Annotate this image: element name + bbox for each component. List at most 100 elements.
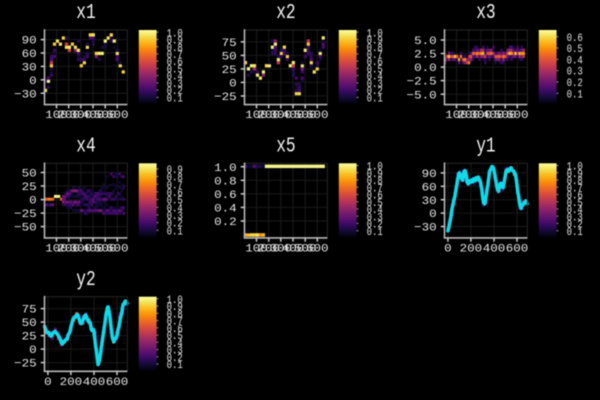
svg-text:0: 0 [444,242,452,255]
svg-text:200: 200 [57,242,80,255]
svg-text:0.8: 0.8 [367,175,383,188]
svg-text:0.7: 0.7 [167,316,183,329]
svg-text:0.8: 0.8 [567,175,583,188]
svg-text:500: 500 [294,242,317,255]
svg-text:−30: −30 [414,221,437,234]
svg-text:0.2: 0.2 [167,85,183,98]
svg-text:0.8: 0.8 [167,309,183,322]
svg-text:0.5: 0.5 [167,330,183,343]
svg-text:200: 200 [57,109,80,122]
svg-text:400: 400 [282,242,305,255]
svg-text:400: 400 [82,242,105,255]
svg-text:0.5: 0.5 [167,64,183,77]
svg-text:200: 200 [257,242,280,255]
svg-text:500: 500 [94,109,117,122]
svg-text:0.1: 0.1 [367,93,383,106]
svg-text:0.3: 0.3 [367,78,383,91]
svg-text:25: 25 [222,63,237,76]
svg-text:0.6: 0.6 [367,56,383,69]
svg-text:0.3: 0.3 [167,210,183,223]
svg-text:0.7: 0.7 [367,182,383,195]
svg-text:0.1: 0.1 [367,226,383,239]
svg-text:0.8: 0.8 [167,172,183,185]
svg-text:75: 75 [22,303,37,316]
svg-text:100: 100 [245,242,268,255]
svg-text:400: 400 [482,109,505,122]
svg-text:100: 100 [45,242,68,255]
svg-text:0.5: 0.5 [367,64,383,77]
svg-text:−50: −50 [14,221,37,234]
svg-text:−2.5: −2.5 [407,75,437,88]
svg-text:y1: y1 [476,133,495,158]
svg-text:0.2: 0.2 [367,219,383,232]
svg-text:0.2: 0.2 [567,219,583,232]
svg-text:400: 400 [83,375,106,388]
svg-text:600: 600 [506,242,529,255]
svg-text:1.0: 1.0 [367,27,383,40]
svg-text:0.2: 0.2 [167,218,183,231]
svg-text:0.6: 0.6 [214,188,237,201]
svg-text:0.3: 0.3 [167,78,183,91]
svg-text:30: 30 [422,194,437,207]
svg-text:0.8: 0.8 [367,42,383,55]
svg-text:600: 600 [306,242,329,255]
svg-text:0.9: 0.9 [167,164,183,177]
svg-text:0: 0 [229,77,237,90]
svg-text:0.4: 0.4 [167,71,183,84]
svg-text:x3: x3 [476,0,495,25]
svg-text:0.6: 0.6 [567,190,583,203]
svg-text:600: 600 [106,375,129,388]
svg-text:300: 300 [70,242,93,255]
svg-text:0.6: 0.6 [367,190,383,203]
svg-text:0.6: 0.6 [567,32,583,45]
svg-text:90: 90 [22,34,37,47]
svg-text:30: 30 [22,61,37,74]
svg-text:50: 50 [22,317,37,330]
svg-text:0.4: 0.4 [367,204,383,217]
svg-text:0: 0 [44,375,52,388]
svg-text:0.0: 0.0 [414,62,437,75]
svg-text:0.7: 0.7 [367,49,383,62]
svg-text:50: 50 [22,167,37,180]
svg-text:0.1: 0.1 [167,93,183,106]
svg-text:0.9: 0.9 [167,35,183,48]
svg-text:300: 300 [270,109,293,122]
svg-text:90: 90 [422,167,437,180]
svg-text:0.9: 0.9 [367,35,383,48]
svg-text:0.3: 0.3 [567,66,583,79]
svg-text:0.4: 0.4 [567,55,583,68]
svg-text:0.7: 0.7 [167,49,183,62]
svg-text:0.4: 0.4 [167,202,183,215]
svg-text:0: 0 [29,194,37,207]
svg-text:−25: −25 [14,208,37,221]
svg-text:0.2: 0.2 [214,216,237,229]
svg-text:1.0: 1.0 [567,161,583,174]
svg-text:1.0: 1.0 [167,27,183,40]
svg-text:0.3: 0.3 [567,211,583,224]
svg-text:100: 100 [45,109,68,122]
svg-text:75: 75 [222,36,237,49]
svg-text:200: 200 [257,109,280,122]
svg-text:300: 300 [70,109,93,122]
svg-text:100: 100 [245,109,268,122]
svg-text:100: 100 [445,109,468,122]
svg-text:500: 500 [494,109,517,122]
svg-text:0.7: 0.7 [167,179,183,192]
svg-text:0.6: 0.6 [167,56,183,69]
svg-text:5.0: 5.0 [414,35,437,48]
svg-text:500: 500 [94,242,117,255]
svg-text:x4: x4 [76,133,95,158]
svg-text:1.0: 1.0 [214,161,237,174]
svg-text:200: 200 [460,242,483,255]
svg-text:0.3: 0.3 [167,345,183,358]
svg-text:0.4: 0.4 [367,71,383,84]
svg-text:300: 300 [270,242,293,255]
svg-text:0.2: 0.2 [367,85,383,98]
svg-text:400: 400 [82,109,105,122]
svg-text:0.1: 0.1 [567,89,583,102]
svg-text:0.9: 0.9 [167,301,183,314]
svg-text:0.8: 0.8 [167,42,183,55]
svg-text:x1: x1 [76,0,95,25]
svg-text:600: 600 [306,109,329,122]
svg-text:0.7: 0.7 [567,182,583,195]
